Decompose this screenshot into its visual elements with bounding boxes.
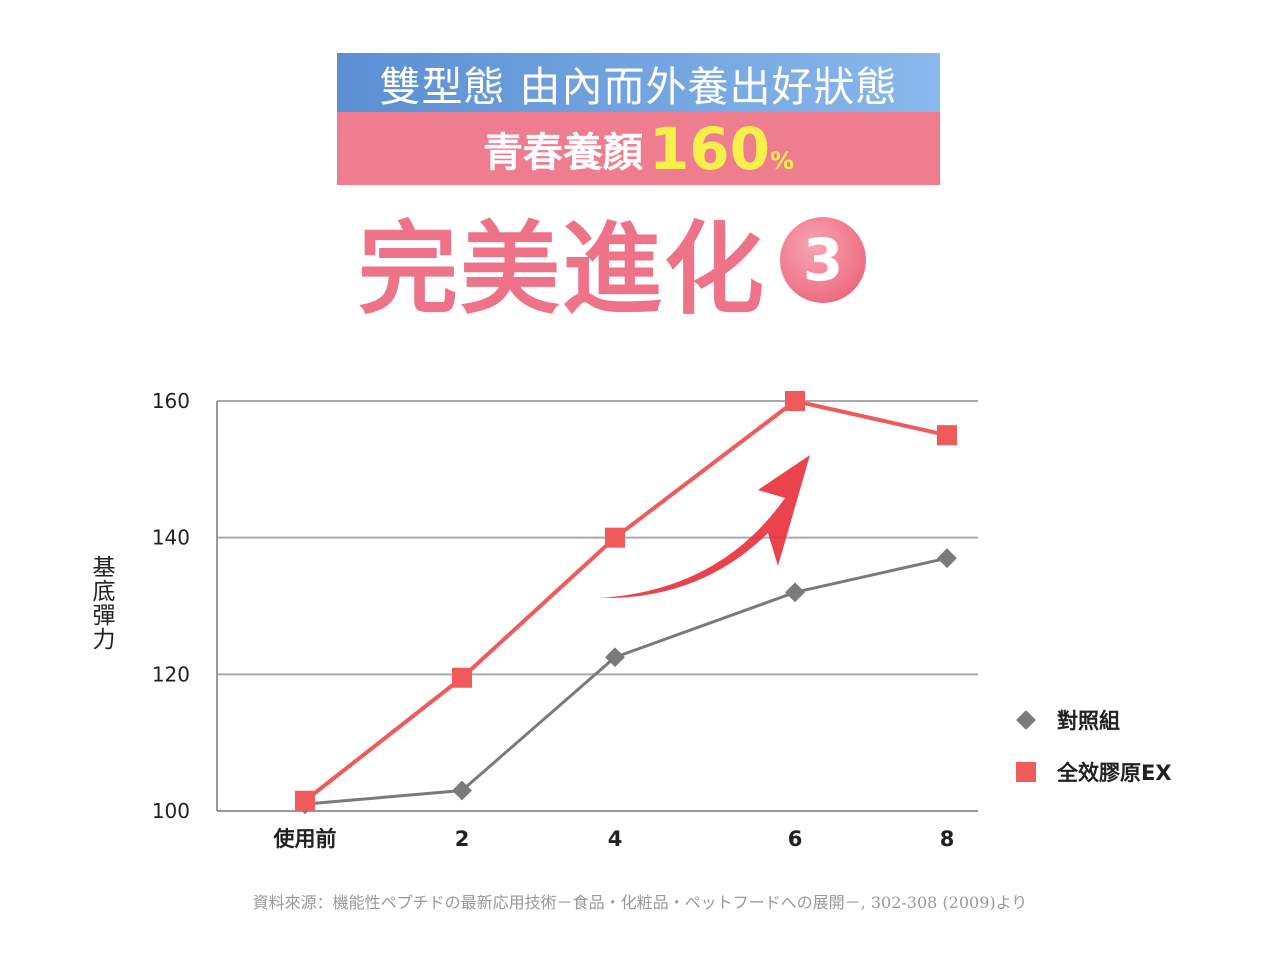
highlight-value: 160 (648, 114, 771, 183)
trend-arrow (600, 455, 810, 599)
series-line-product (303, 398, 948, 803)
x-tick-label: 使用前 (273, 827, 337, 851)
headline: 完美進化 3 (358, 200, 866, 328)
source-note: 資料來源：機能性ペプチドの最新応用技術－食品・化粧品・ペットフードへの展開－, … (252, 893, 1028, 912)
legend-marker-product (1016, 762, 1036, 782)
highlight-prefix: 青春養顏 (482, 129, 643, 176)
y-tick-label: 160 (152, 389, 190, 413)
y-tick-label: 120 (152, 662, 190, 686)
legend-marker-control (1016, 710, 1036, 730)
headline-text: 完美進化 (358, 210, 766, 328)
data-point-product (605, 527, 625, 548)
data-point-control (937, 548, 957, 569)
y-axis-label: 基底彈力 (92, 555, 116, 653)
subtitle-text: 雙型態 由內而外養出好狀態 (379, 62, 898, 111)
data-point-product (452, 667, 472, 688)
highlight-unit: % (770, 146, 795, 175)
highlight-banner: 青春養顏 160 % (337, 112, 940, 185)
subtitle-banner: 雙型態 由內而外養出好狀態 (337, 53, 940, 112)
series-line-control (304, 556, 948, 806)
headline-badge: 3 (780, 217, 866, 303)
data-point-control (452, 780, 472, 801)
x-tick-label: 2 (455, 827, 470, 851)
data-point-control (605, 647, 625, 668)
data-point-product (295, 790, 315, 811)
data-point-product (937, 425, 957, 446)
data-point-control (785, 582, 805, 603)
data-point-product (785, 391, 805, 411)
x-tick-label: 4 (608, 827, 623, 851)
legend-label: 全效膠原EX (1056, 761, 1172, 785)
y-tick-label: 140 (152, 526, 190, 550)
legend-label: 對照組 (1057, 709, 1120, 733)
x-tick-label: 6 (788, 827, 803, 851)
x-tick-label: 8 (940, 827, 955, 851)
y-tick-label: 100 (152, 799, 190, 823)
